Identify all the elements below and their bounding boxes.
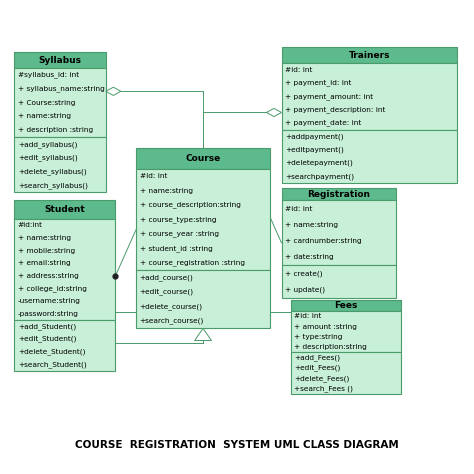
Text: +add_course(): +add_course() [139, 274, 193, 281]
Text: #id: int: #id: int [285, 66, 312, 73]
Text: +edit_course(): +edit_course() [139, 289, 194, 295]
Text: #id: int: #id: int [285, 206, 312, 211]
Text: +add_Student(): +add_Student() [18, 323, 76, 330]
Text: +delete_syllabus(): +delete_syllabus() [18, 168, 87, 175]
Bar [282, 201, 396, 265]
Text: Registration: Registration [307, 190, 370, 199]
Text: + update(): + update() [285, 286, 325, 293]
Bar [137, 270, 270, 328]
Text: +search_course(): +search_course() [139, 318, 204, 325]
Text: + type:string: + type:string [294, 334, 343, 340]
Text: +deletepayment(): +deletepayment() [285, 160, 353, 166]
Text: #id: int: #id: int [139, 173, 167, 179]
Text: +add_syllabus(): +add_syllabus() [18, 141, 77, 147]
Text: +editpayment(): +editpayment() [285, 146, 344, 153]
Text: #syllabus_id: int: #syllabus_id: int [18, 72, 79, 78]
Bar [15, 68, 106, 137]
Bar [15, 219, 115, 320]
Text: +addpayment(): +addpayment() [285, 133, 343, 140]
Text: + course_description:string: + course_description:string [139, 201, 240, 209]
Text: Course: Course [185, 154, 221, 163]
Text: +edit_syllabus(): +edit_syllabus() [18, 155, 78, 161]
Bar [282, 130, 457, 183]
Text: +search_Fees (): +search_Fees () [294, 385, 353, 392]
Text: +search_Student(): +search_Student() [18, 361, 87, 367]
Text: + amount :string: + amount :string [294, 324, 357, 329]
Text: + name:string: + name:string [285, 222, 338, 228]
Text: + mobile:string: + mobile:string [18, 248, 75, 254]
Text: +delete_course(): +delete_course() [139, 303, 203, 310]
Text: +edit_Student(): +edit_Student() [18, 336, 76, 342]
Text: + cardnumber:string: + cardnumber:string [285, 238, 361, 244]
Bar [15, 137, 106, 192]
Text: -password:string: -password:string [18, 311, 79, 317]
Text: +edit_Fees(): +edit_Fees() [294, 365, 340, 372]
Text: + payment_id: int: + payment_id: int [285, 80, 351, 86]
Text: + name:string: + name:string [18, 235, 71, 241]
Text: +delete_Student(): +delete_Student() [18, 348, 85, 355]
Text: + date:string: + date:string [285, 255, 333, 260]
Text: Fees: Fees [334, 301, 357, 310]
Text: + description :string: + description :string [18, 128, 93, 133]
Text: + address:string: + address:string [18, 273, 79, 279]
Text: + Course:string: + Course:string [18, 100, 75, 106]
Text: -username:string: -username:string [18, 298, 81, 304]
Text: #id:int: #id:int [18, 222, 43, 228]
Bar [282, 47, 457, 63]
Text: + description:string: + description:string [294, 344, 367, 350]
Text: + payment_amount: int: + payment_amount: int [285, 93, 373, 100]
Text: + course_type:string: + course_type:string [139, 216, 216, 223]
Text: + course_registration :string: + course_registration :string [139, 260, 245, 266]
Text: + email:string: + email:string [18, 260, 71, 266]
Text: #id: int: #id: int [294, 313, 321, 319]
Text: +delete_Fees(): +delete_Fees() [294, 375, 349, 382]
Bar [15, 200, 115, 219]
Text: Student: Student [45, 205, 85, 214]
Bar [282, 265, 396, 298]
Polygon shape [266, 109, 282, 117]
Text: + syllabus_name:string: + syllabus_name:string [18, 85, 105, 92]
Bar [291, 353, 401, 394]
Polygon shape [106, 87, 121, 95]
Text: + payment_description: int: + payment_description: int [285, 106, 385, 113]
Text: + create(): + create() [285, 270, 322, 277]
Bar [15, 320, 115, 371]
Bar [291, 311, 401, 353]
Text: COURSE  REGISTRATION  SYSTEM UML CLASS DIAGRAM: COURSE REGISTRATION SYSTEM UML CLASS DIA… [75, 440, 399, 450]
Bar [282, 188, 396, 201]
Bar [291, 300, 401, 311]
Text: Trainers: Trainers [348, 51, 390, 60]
Text: + student_id :string: + student_id :string [139, 245, 212, 252]
Text: + name:string: + name:string [139, 188, 192, 193]
Bar [15, 52, 106, 68]
Text: +add_Fees(): +add_Fees() [294, 354, 340, 361]
Polygon shape [195, 328, 211, 340]
Text: + college_id:string: + college_id:string [18, 285, 87, 292]
Text: +searchpayment(): +searchpayment() [285, 173, 354, 180]
Text: + payment_date: int: + payment_date: int [285, 119, 361, 127]
Text: + course_year :string: + course_year :string [139, 231, 219, 237]
Bar [137, 148, 270, 169]
Bar [137, 169, 270, 270]
Text: + name:string: + name:string [18, 113, 71, 119]
Text: +search_syllabus(): +search_syllabus() [18, 182, 88, 189]
Bar [282, 63, 457, 130]
Text: Syllabus: Syllabus [39, 55, 82, 64]
